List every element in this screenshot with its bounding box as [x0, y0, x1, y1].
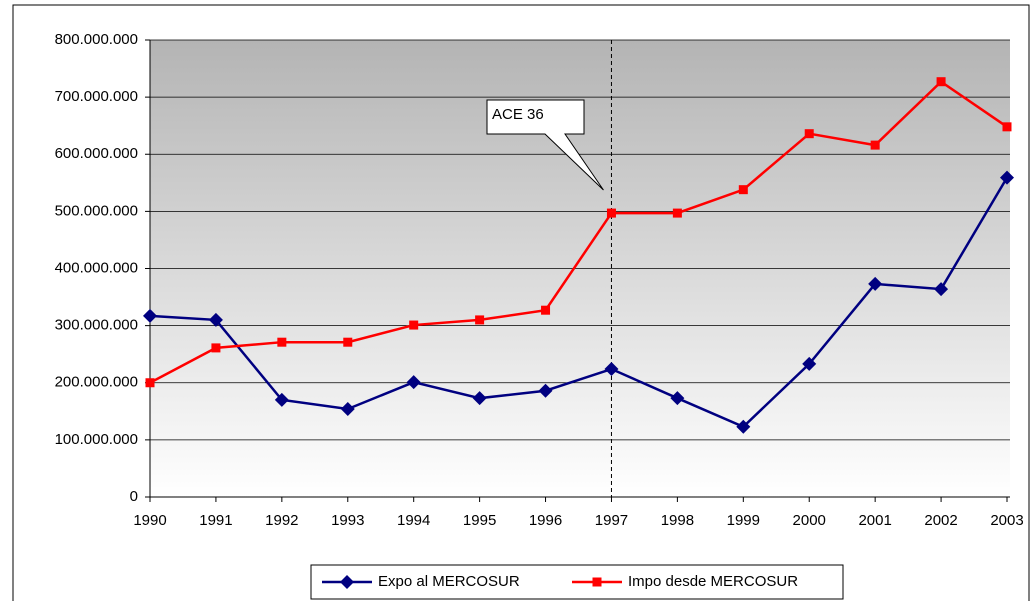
point — [1002, 122, 1012, 132]
point — [541, 305, 551, 315]
x-tick-label: 1996 — [529, 512, 562, 529]
point — [340, 575, 354, 589]
point — [145, 378, 155, 388]
x-tick-label: 2000 — [793, 512, 826, 529]
point — [274, 392, 289, 407]
legend-box — [310, 564, 844, 600]
point — [277, 337, 287, 347]
series-line — [149, 177, 1009, 429]
x-tick-label: 1992 — [265, 512, 298, 529]
point — [738, 185, 748, 195]
point — [343, 337, 353, 347]
point — [802, 356, 817, 371]
x-tick-label: 1994 — [397, 512, 430, 529]
y-tick-label: 600.000.000 — [55, 145, 138, 162]
point — [538, 383, 553, 398]
point — [1000, 170, 1014, 185]
legend-label: Impo desde MERCOSUR — [628, 573, 798, 590]
point — [868, 276, 883, 291]
point — [340, 402, 355, 417]
point — [472, 391, 487, 406]
series-line — [149, 80, 1008, 384]
point — [406, 375, 421, 390]
y-tick-label: 200.000.000 — [55, 374, 138, 391]
point — [475, 315, 485, 325]
point — [211, 343, 221, 353]
x-tick-label: 1995 — [463, 512, 496, 529]
x-tick-label: 1998 — [661, 512, 694, 529]
point — [934, 282, 949, 297]
point — [409, 320, 419, 330]
y-tick-label: 100.000.000 — [55, 431, 138, 448]
x-tick-label: 1997 — [595, 512, 628, 529]
y-tick-label: 700.000.000 — [55, 88, 138, 105]
y-tick-label: 0 — [130, 488, 138, 505]
annotation-text: ACE 36 — [492, 106, 544, 123]
x-tick-label: 1990 — [133, 512, 166, 529]
point — [606, 208, 616, 218]
x-tick-label: 2001 — [858, 512, 891, 529]
y-tick-label: 800.000.000 — [55, 31, 138, 48]
y-tick-label: 400.000.000 — [55, 259, 138, 276]
point — [672, 208, 682, 218]
point — [736, 419, 751, 434]
x-tick-label: 1993 — [331, 512, 364, 529]
y-tick-label: 300.000.000 — [55, 317, 138, 334]
point — [670, 391, 685, 406]
point — [936, 77, 946, 87]
point — [870, 140, 880, 150]
chart-frame — [12, 4, 1030, 601]
x-tick-label: 2003 — [990, 512, 1023, 529]
point — [604, 362, 619, 377]
point — [592, 577, 602, 587]
x-tick-label: 2002 — [924, 512, 957, 529]
point — [208, 312, 223, 327]
point — [804, 129, 814, 139]
y-tick-label: 500.000.000 — [55, 202, 138, 219]
annotation-callout — [486, 99, 604, 191]
point — [143, 308, 157, 323]
legend-label: Expo al MERCOSUR — [378, 573, 520, 590]
x-tick-label: 1999 — [727, 512, 760, 529]
x-tick-label: 1991 — [199, 512, 232, 529]
